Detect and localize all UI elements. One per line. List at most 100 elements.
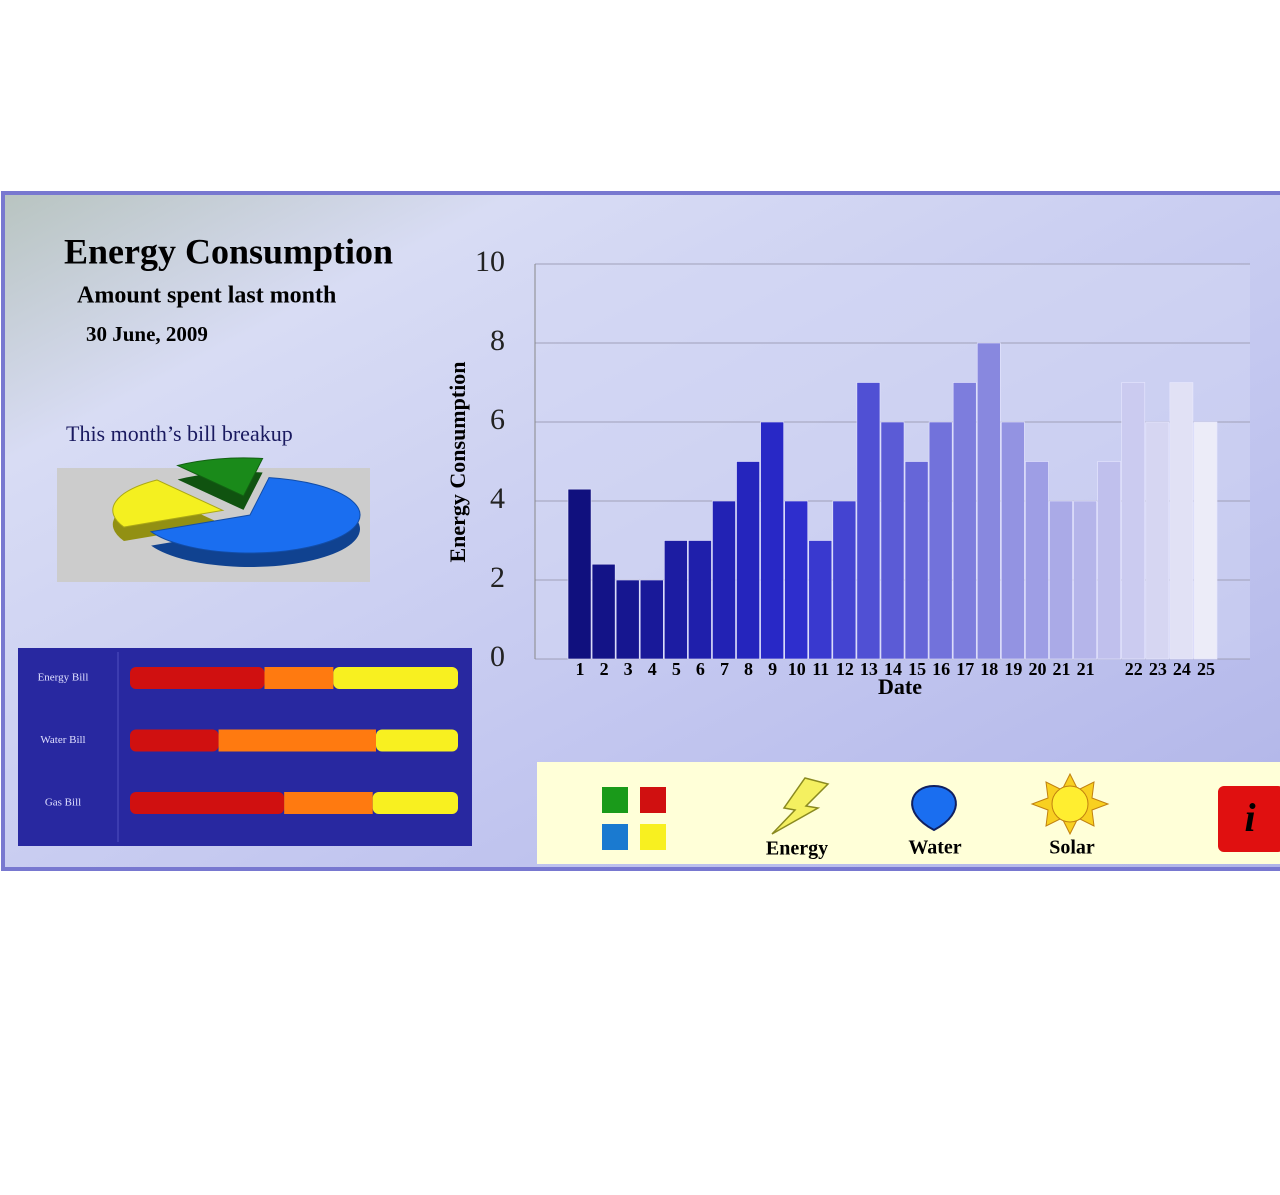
bar [784, 500, 809, 660]
bar [1169, 382, 1194, 660]
x-tick-label: 12 [836, 659, 854, 679]
x-tick-label: 19 [1004, 659, 1022, 679]
x-tick-label: 23 [1149, 659, 1167, 679]
info-icon[interactable]: i [1218, 786, 1280, 852]
x-tick-label: 5 [672, 659, 681, 679]
x-tick-label: 11 [812, 659, 829, 679]
bill-segment [376, 729, 458, 752]
x-tick-label: 18 [980, 659, 998, 679]
date: 30 June, 2009 [86, 322, 208, 346]
subtitle: Amount spent last month [77, 283, 336, 309]
bar [615, 579, 640, 660]
icon-square [640, 787, 666, 813]
x-tick-label: 4 [648, 659, 657, 679]
toolbar-label[interactable]: Solar [1049, 837, 1095, 859]
bill-segment [372, 792, 458, 814]
x-tick-label: 6 [696, 659, 705, 679]
bar [639, 579, 664, 660]
bar [1025, 461, 1049, 660]
bar [880, 421, 905, 660]
info-glyph: i [1244, 795, 1255, 840]
x-tick-label: 2 [600, 659, 609, 679]
y-axis-label: Energy Consumption [445, 361, 470, 562]
x-tick-label: 15 [908, 659, 926, 679]
info-box [1218, 786, 1280, 852]
y-tick-label: 0 [490, 640, 505, 673]
icon-square [602, 787, 628, 813]
y-tick-label: 6 [490, 403, 505, 436]
pie-slice [149, 477, 361, 554]
icon-square [602, 824, 628, 850]
pie-slice [112, 479, 225, 528]
bar [952, 382, 977, 660]
title: Energy Consumption [64, 231, 393, 271]
bar [808, 540, 833, 660]
bar [1193, 421, 1218, 660]
toolbar-label[interactable]: Energy [766, 838, 828, 860]
bill-label: Water Bill [40, 734, 85, 746]
bar [1097, 461, 1122, 660]
bar [663, 540, 688, 660]
bill-segment [130, 729, 219, 752]
bill-segment [130, 792, 285, 814]
sun-core [1051, 785, 1089, 823]
x-tick-label: 20 [1028, 659, 1046, 679]
pie-slice [176, 457, 264, 497]
x-tick-label: 10 [788, 659, 806, 679]
bill-segment [130, 667, 265, 689]
solar-icon[interactable] [1030, 772, 1110, 836]
bar [928, 421, 953, 660]
x-tick-label: 8 [744, 659, 753, 679]
bill-label: Energy Bill [38, 672, 89, 684]
x-tick-label: 1 [576, 659, 585, 679]
bar [591, 563, 616, 660]
bar [1049, 500, 1073, 660]
x-tick-label: 24 [1173, 659, 1191, 679]
x-tick-label: 7 [720, 659, 729, 679]
bar [1001, 421, 1025, 660]
energy-icon[interactable] [771, 777, 830, 835]
x-tick-label: 3 [624, 659, 633, 679]
palette-icon[interactable] [602, 787, 666, 850]
bar [1145, 421, 1170, 660]
y-tick-label: 10 [475, 245, 505, 278]
x-tick-label: 21 [1053, 659, 1071, 679]
bar [567, 488, 592, 660]
bills-chart: Energy Bill Water Bill Gas Bill [38, 667, 458, 814]
x-tick-label: 9 [768, 659, 777, 679]
bar [712, 500, 736, 660]
pie-title: This month’s bill breakup [66, 421, 293, 446]
pie-chart [112, 457, 361, 567]
water-icon[interactable] [911, 784, 957, 832]
bill-segment [284, 792, 373, 814]
bill-label: Gas Bill [45, 797, 81, 809]
bill-segment [333, 667, 458, 689]
bar [856, 382, 881, 660]
x-tick-label: 22 [1125, 659, 1143, 679]
x-tick-label: 16 [932, 659, 950, 679]
y-tick-label: 4 [490, 482, 505, 515]
bill-segment [264, 667, 334, 689]
bill-segment [218, 729, 376, 752]
x-tick-label: 21 [1077, 659, 1095, 679]
bar [1073, 500, 1097, 660]
bar [976, 342, 1001, 660]
bar [904, 461, 929, 660]
bar [736, 461, 760, 660]
x-tick-label: 13 [860, 659, 878, 679]
bar [760, 421, 784, 660]
x-tick-label: 14 [884, 659, 902, 679]
y-tick-label: 2 [490, 561, 505, 594]
x-axis-label: Date [878, 674, 922, 699]
bar [832, 500, 857, 660]
bar [688, 540, 712, 660]
bar [1121, 382, 1146, 660]
icon-square [640, 824, 666, 850]
toolbar-label[interactable]: Water [908, 837, 961, 859]
x-tick-label: 17 [956, 659, 974, 679]
y-tick-label: 8 [490, 324, 505, 357]
x-tick-label: 25 [1197, 659, 1215, 679]
